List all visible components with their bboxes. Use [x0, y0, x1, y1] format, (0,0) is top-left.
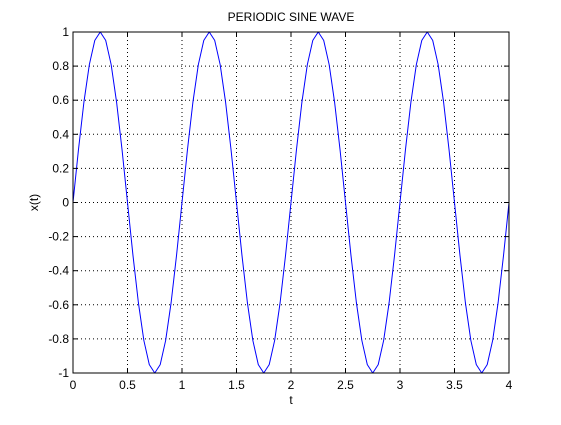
x-tick-label: 1.5 [228, 378, 245, 392]
y-tick-label: 0.4 [52, 127, 69, 141]
y-tick-label: -0.4 [48, 264, 69, 278]
x-axis-label: t [289, 393, 293, 407]
chart-title: PERIODIC SINE WAVE [228, 10, 355, 24]
series-layer [72, 31, 510, 374]
grid-layer [73, 32, 509, 373]
x-tick-label: 0.5 [119, 378, 136, 392]
x-tick-label: 3 [397, 378, 404, 392]
y-tick-label: -0.8 [48, 332, 69, 346]
y-tick-label: -1 [58, 366, 69, 380]
y-tick-label: 0.8 [52, 59, 69, 73]
y-tick-label: -0.6 [48, 298, 69, 312]
y-axis-label: x(t) [27, 194, 41, 211]
y-tick-label: 1 [62, 25, 69, 39]
x-tick-label: 0 [70, 378, 77, 392]
x-tick-label: 3.5 [446, 378, 463, 392]
sine-wave-line [72, 31, 510, 374]
y-tick-label: -0.2 [48, 230, 69, 244]
ticks-layer [72, 31, 510, 374]
x-tick-label: 4 [506, 378, 513, 392]
tick-labels-layer: 0 0.5 1 1.5 2 2.5 3 3.5 4 -1 -0.8 -0.6 -0.4 -0.2 0 0.2 0… [48, 25, 512, 392]
x-tick-label: 2 [288, 378, 295, 392]
y-tick-label: 0.2 [52, 161, 69, 175]
x-tick-label: 2.5 [337, 378, 354, 392]
y-tick-label: 0.6 [52, 93, 69, 107]
y-tick-label: 0 [62, 196, 69, 210]
x-tick-label: 1 [179, 378, 186, 392]
